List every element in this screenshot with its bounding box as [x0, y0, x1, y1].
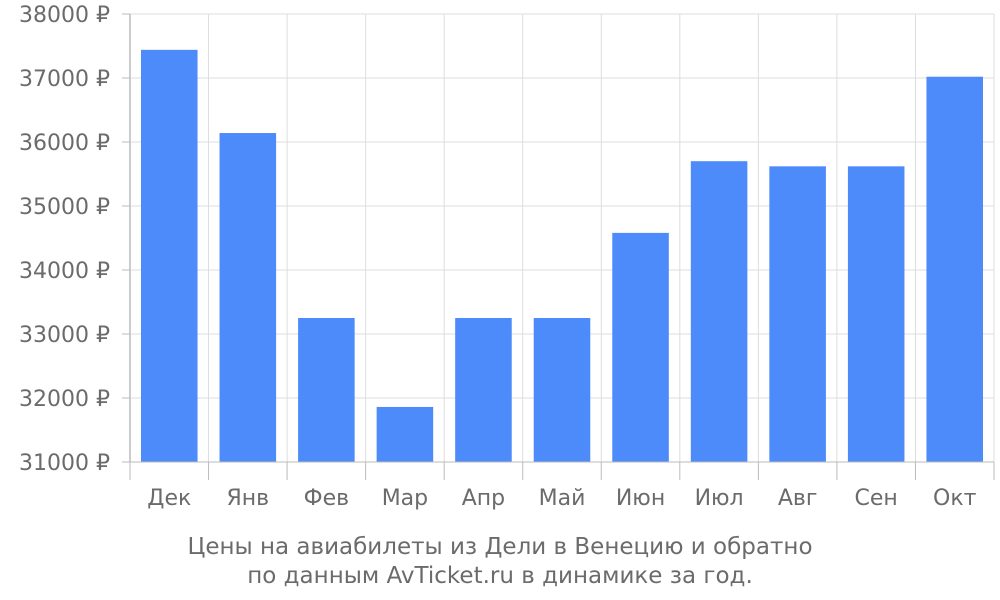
y-tick-label: 31000 ₽: [19, 451, 110, 476]
bar-6: [612, 232, 669, 462]
y-tick-label: 34000 ₽: [19, 259, 110, 284]
x-tick-label: Авг: [778, 486, 818, 511]
y-tick-label: 38000 ₽: [19, 3, 110, 28]
bar-5: [533, 318, 591, 462]
y-tick-label: 35000 ₽: [19, 195, 110, 220]
x-tick-label: Апр: [462, 486, 505, 511]
x-tick-label: Май: [539, 486, 586, 511]
y-tick-label: 33000 ₽: [19, 323, 110, 348]
x-tick-label: Янв: [226, 486, 269, 511]
axes: [122, 13, 995, 480]
bar-2: [298, 318, 355, 462]
y-tick-labels: 31000 ₽ 32000 ₽ 33000 ₽ 34000 ₽ 35000 ₽ 36000…: [19, 3, 110, 476]
bar-8: [769, 166, 826, 462]
bar-4: [455, 318, 512, 462]
bar-1: [219, 133, 277, 463]
bar-9: [847, 166, 905, 462]
x-tick-label: Фев: [304, 486, 349, 511]
y-tick-label: 32000 ₽: [19, 387, 110, 412]
y-tick-label: 37000 ₽: [19, 67, 110, 92]
x-tick-label: Сен: [855, 486, 898, 511]
x-tick-label: Июл: [695, 486, 744, 511]
bar-7: [690, 161, 748, 462]
x-tick-label: Окт: [933, 486, 977, 511]
x-tick-labels: Дек Янв Фев Мар Апр Май Июн Июл Авг Сен Окт: [147, 486, 976, 511]
bar-3: [376, 406, 434, 462]
y-tick-label: 36000 ₽: [19, 131, 110, 156]
x-tick-label: Мар: [382, 486, 428, 511]
chart-caption-line-1: Цены на авиабилеты из Дели в Венецию и о…: [187, 534, 813, 560]
x-tick-label: Дек: [147, 486, 191, 511]
bar-0: [140, 49, 198, 463]
chart-caption-line-2: по данным AvTicket.ru в динамике за год.: [247, 563, 753, 589]
bars: [140, 49, 984, 463]
bar-10: [926, 76, 984, 462]
x-tick-label: Июн: [616, 486, 665, 511]
